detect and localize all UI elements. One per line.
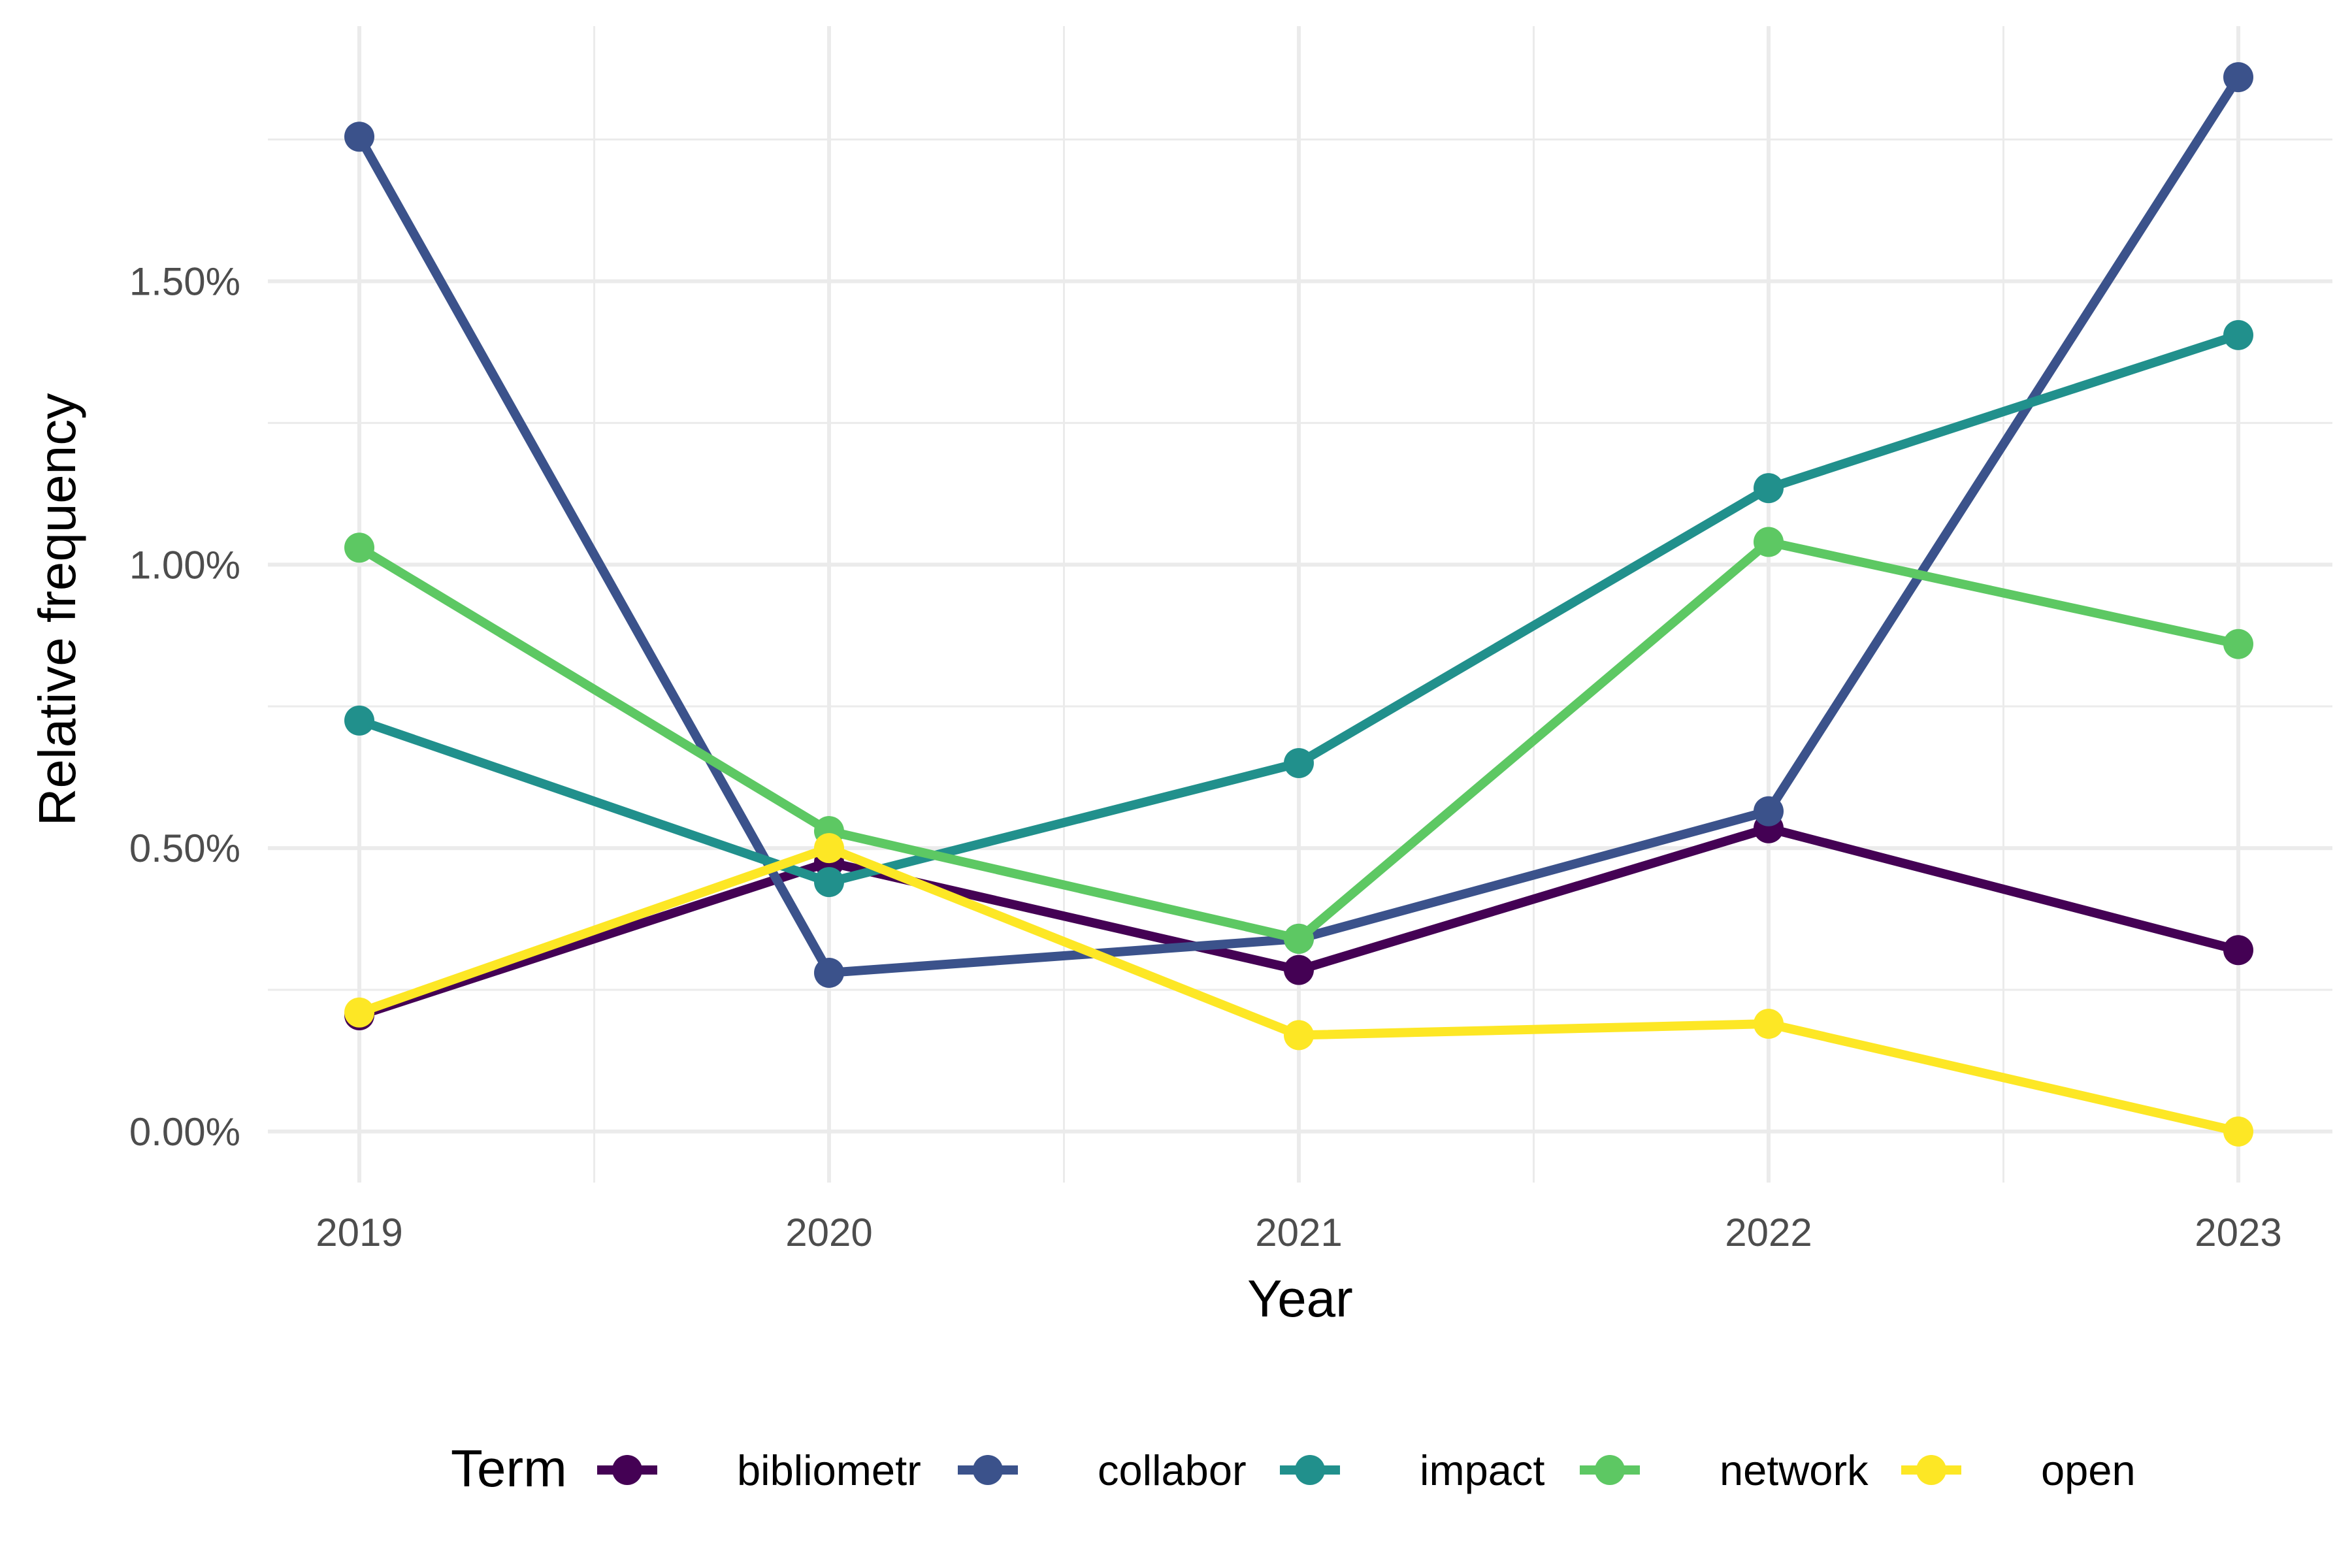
- legend-key-point-impact: [1295, 1455, 1325, 1485]
- data-point-impact: [814, 867, 844, 898]
- legend-key-point-collabor: [973, 1455, 1003, 1485]
- data-point-network: [2223, 629, 2253, 659]
- x-tick-label: 2021: [1255, 1211, 1342, 1254]
- data-point-open: [1284, 1020, 1314, 1051]
- data-point-collabor: [1754, 796, 1784, 826]
- data-point-impact: [344, 705, 374, 736]
- legend-key-point-bibliometr: [612, 1455, 642, 1485]
- data-point-collabor: [814, 957, 844, 988]
- legend-title: Term: [451, 1439, 567, 1497]
- legend-label-impact: impact: [1420, 1446, 1544, 1494]
- data-point-open: [1754, 1009, 1784, 1039]
- major-gridlines: [268, 26, 2332, 1183]
- legend-label-collabor: collabor: [1098, 1446, 1247, 1494]
- data-point-network: [344, 532, 374, 563]
- data-point-impact: [1754, 473, 1784, 504]
- x-tick-label: 2020: [785, 1211, 872, 1254]
- legend-key-point-network: [1595, 1455, 1625, 1485]
- legend-label-network: network: [1720, 1446, 1869, 1494]
- y-tick-label: 0.50%: [129, 826, 240, 870]
- series-layer: [344, 62, 2253, 1147]
- y-tick-label: 1.00%: [129, 543, 240, 587]
- y-axis-title: Relative frequency: [28, 393, 86, 826]
- data-point-impact: [1284, 747, 1314, 778]
- legend: Term bibliometr collabor impact network open: [451, 1439, 2136, 1497]
- data-point-impact: [2223, 319, 2253, 350]
- x-tick-label: 2023: [2195, 1211, 2281, 1254]
- data-point-network: [1754, 527, 1784, 557]
- data-point-collabor: [344, 122, 374, 152]
- y-tick-label: 0.00%: [129, 1110, 240, 1154]
- data-point-collabor: [2223, 62, 2253, 93]
- x-tick-label: 2022: [1725, 1211, 1812, 1254]
- x-axis-tick-labels: 2019 2020 2021 2022 2023: [316, 1211, 2281, 1254]
- y-axis-tick-labels: 0.00% 0.50% 1.00% 1.50%: [129, 259, 240, 1153]
- data-point-bibliometr: [1284, 955, 1314, 985]
- data-point-open: [814, 833, 844, 864]
- x-tick-label: 2019: [316, 1211, 402, 1254]
- data-point-open: [2223, 1116, 2253, 1147]
- data-point-open: [344, 997, 374, 1028]
- legend-label-bibliometr: bibliometr: [737, 1446, 921, 1494]
- y-tick-label: 1.50%: [129, 259, 240, 303]
- legend-label-open: open: [2041, 1446, 2136, 1494]
- data-point-network: [1284, 923, 1314, 954]
- data-point-bibliometr: [2223, 935, 2253, 966]
- legend-key-point-open: [1916, 1455, 1946, 1485]
- x-axis-title: Year: [1247, 1269, 1353, 1328]
